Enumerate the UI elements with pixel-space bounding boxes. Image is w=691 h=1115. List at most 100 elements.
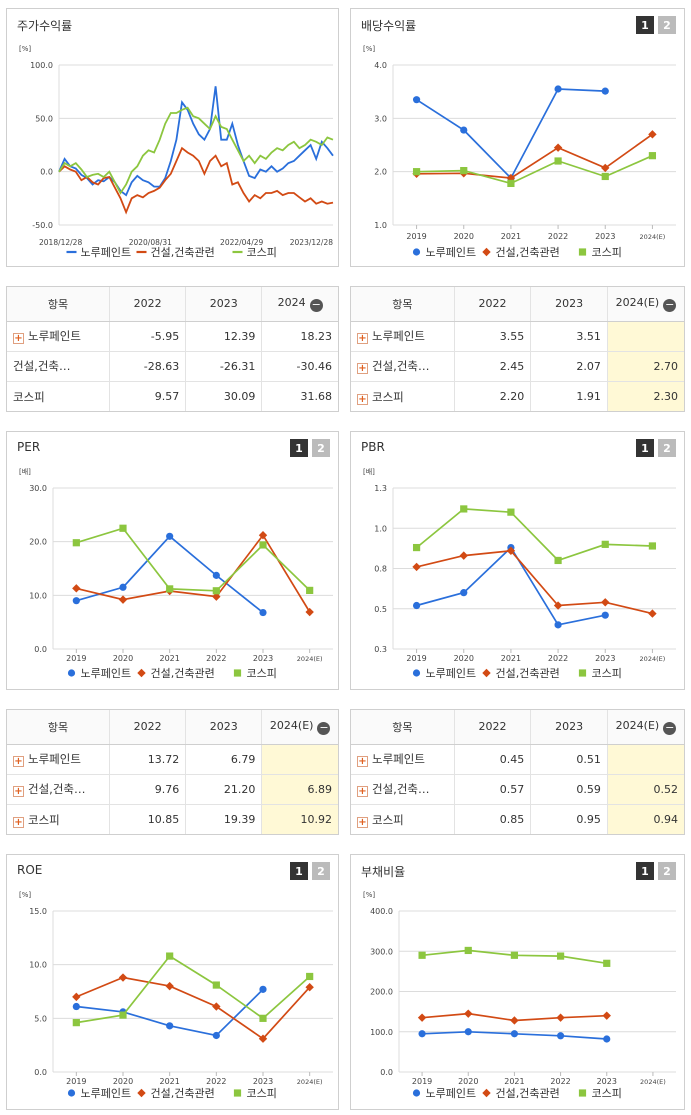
data-point	[556, 1013, 565, 1022]
data-point	[507, 179, 515, 187]
data-point	[212, 1031, 220, 1040]
series-line	[76, 535, 264, 614]
x-tick-label: 2022	[206, 1077, 226, 1086]
x-tick-label: 2024(E)	[297, 1078, 323, 1086]
collapse-icon[interactable]: −	[663, 720, 677, 735]
legend-swatch	[482, 1088, 491, 1098]
pbr-table: 항목 2022 2023 2024(E) − + 노루페인트 0.45 0.51 + 건설,건축… 0…	[350, 709, 685, 835]
table-row: + 코스피 10.85 19.39 10.92	[7, 804, 338, 834]
table-cell: 1.91	[530, 381, 608, 411]
expand-icon[interactable]: +	[357, 756, 368, 768]
data-point	[648, 542, 657, 550]
button-2[interactable]: 2	[658, 862, 676, 880]
column-header: 2023	[185, 287, 263, 322]
data-point	[601, 87, 609, 95]
data-point	[212, 587, 220, 595]
y-tick-label: 0.0	[40, 168, 53, 177]
button-2[interactable]: 2	[312, 439, 330, 457]
column-header: 2024(E) −	[607, 287, 684, 322]
data-point	[603, 959, 611, 967]
table-cell: 10.85	[109, 804, 187, 834]
table-cell: 30.09	[185, 381, 263, 411]
expand-icon[interactable]: +	[357, 816, 368, 828]
row-label: + 코스피	[7, 804, 111, 834]
legend-label: 코스피	[592, 1087, 622, 1100]
legend-label: 건설,건축관련	[496, 667, 560, 680]
table-cell	[607, 744, 684, 775]
x-tick-label: 2023	[595, 232, 615, 241]
expand-icon[interactable]: +	[357, 786, 368, 798]
data-point	[464, 1028, 472, 1036]
data-point	[119, 583, 127, 591]
y-tick-label: 15.0	[29, 907, 47, 916]
collapse-icon[interactable]: −	[317, 720, 331, 735]
data-point	[510, 1030, 519, 1038]
button-2[interactable]: 2	[658, 16, 676, 34]
button-1[interactable]: 1	[636, 16, 654, 34]
y-tick-label: -50.0	[32, 221, 53, 230]
expand-icon[interactable]: +	[13, 816, 24, 828]
expand-icon[interactable]: +	[13, 756, 24, 768]
data-point	[412, 168, 421, 176]
data-point	[72, 992, 81, 1002]
legend-swatch	[412, 669, 421, 677]
y-tick-label: 1.3	[374, 484, 387, 493]
data-point	[72, 597, 80, 605]
x-tick-label: 2020	[454, 232, 474, 241]
button-2[interactable]: 2	[312, 862, 330, 880]
y-tick-label: 0.8	[374, 565, 387, 574]
button-1[interactable]: 1	[636, 862, 654, 880]
data-point	[306, 972, 314, 981]
y-tick-label: 30.0	[29, 484, 47, 493]
debt-chart: [%] 400.0 300.0 200.0 100.0 0.0 2019 2020 2021 20…	[363, 891, 676, 1100]
data-point	[258, 531, 268, 540]
legend-label: 코스피	[247, 667, 277, 680]
data-point	[118, 595, 128, 604]
table-cell: 3.51	[530, 321, 608, 352]
expand-icon[interactable]: +	[357, 333, 368, 345]
data-point	[305, 607, 314, 617]
button-2[interactable]: 2	[658, 439, 676, 457]
button-1[interactable]: 1	[290, 439, 308, 457]
table-cell: 0.94	[607, 804, 684, 834]
data-point	[648, 152, 657, 160]
data-point	[305, 983, 314, 992]
series-line	[76, 954, 311, 1024]
series-2	[72, 531, 314, 617]
data-point	[507, 508, 515, 516]
column-header: 2022	[454, 287, 532, 322]
data-point	[603, 1035, 611, 1043]
y-tick-label: 1.0	[374, 221, 387, 230]
button-1[interactable]: 1	[290, 862, 308, 880]
column-header: 2022	[109, 287, 187, 322]
x-tick-label: 2022/04/29	[220, 238, 263, 247]
x-tick-label: 2019	[66, 654, 86, 663]
data-point	[648, 609, 657, 618]
table-cell: 2.07	[530, 351, 608, 383]
row-label: + 건설,건축…	[351, 351, 455, 383]
expand-icon[interactable]: +	[13, 786, 24, 798]
row-label: 건설,건축…	[7, 351, 111, 383]
expand-icon[interactable]: +	[357, 393, 368, 405]
y-tick-label: 10.0	[29, 961, 47, 970]
button-1[interactable]: 1	[636, 439, 654, 457]
data-point	[460, 589, 468, 597]
data-point	[418, 1030, 426, 1038]
table-row: 건설,건축… -28.63 -26.31 -30.46	[7, 351, 338, 383]
table-row: + 노루페인트 0.45 0.51	[351, 744, 684, 775]
y-tick-label: 400.0	[370, 907, 393, 916]
legend-swatch	[578, 248, 587, 256]
data-point	[460, 167, 468, 175]
expand-icon[interactable]: +	[13, 333, 24, 345]
row-label: + 노루페인트	[351, 744, 455, 775]
collapse-icon[interactable]: −	[663, 297, 677, 312]
legend-label: 코스피	[592, 667, 622, 680]
legend-label: 노루페인트	[426, 246, 477, 259]
table-cell: 21.20	[185, 774, 263, 806]
collapse-icon[interactable]: −	[309, 297, 323, 312]
table-row: + 코스피 2.20 1.91 2.30	[351, 381, 684, 411]
expand-icon[interactable]: +	[357, 363, 368, 375]
row-label: + 노루페인트	[351, 321, 455, 352]
